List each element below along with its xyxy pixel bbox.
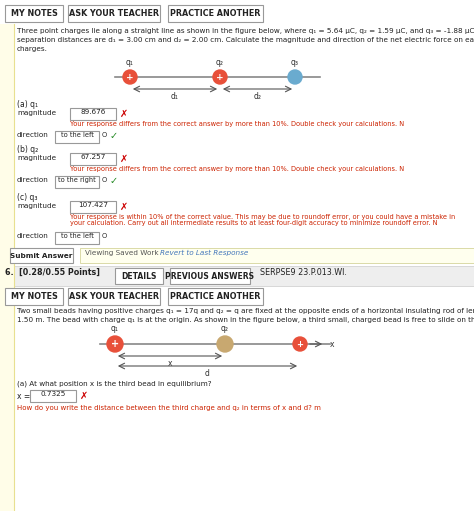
Text: 67.257: 67.257 — [80, 154, 106, 160]
Text: q₁: q₁ — [126, 58, 134, 67]
Text: O: O — [102, 132, 107, 138]
FancyBboxPatch shape — [55, 232, 99, 244]
FancyBboxPatch shape — [70, 108, 116, 120]
Text: 6.  [0.28/0.55 Points]: 6. [0.28/0.55 Points] — [5, 268, 100, 277]
Circle shape — [123, 70, 137, 84]
FancyBboxPatch shape — [0, 266, 14, 511]
Text: Revert to Last Response: Revert to Last Response — [160, 250, 248, 256]
Circle shape — [288, 70, 302, 84]
Text: MY NOTES: MY NOTES — [10, 292, 57, 301]
Text: PRACTICE ANOTHER: PRACTICE ANOTHER — [170, 292, 261, 301]
Text: ✗: ✗ — [120, 154, 128, 164]
Text: charges.: charges. — [17, 46, 48, 52]
Text: (a) q₁: (a) q₁ — [17, 100, 38, 109]
Text: q₃: q₃ — [291, 58, 299, 67]
Text: to the left: to the left — [61, 132, 93, 138]
FancyBboxPatch shape — [0, 266, 474, 286]
Circle shape — [217, 336, 233, 352]
Text: q₁: q₁ — [111, 324, 119, 333]
Text: 1.50 m. The bead with charge q₁ is at the origin. As shown in the figure below, : 1.50 m. The bead with charge q₁ is at th… — [17, 317, 474, 323]
Text: q₂: q₂ — [221, 324, 229, 333]
FancyBboxPatch shape — [30, 390, 76, 402]
Text: x =: x = — [17, 392, 30, 401]
Text: direction: direction — [17, 233, 49, 239]
Text: magnitude: magnitude — [17, 155, 56, 161]
Text: ASK YOUR TEACHER: ASK YOUR TEACHER — [69, 292, 159, 301]
Text: DETAILS: DETAILS — [121, 271, 157, 281]
Text: x: x — [168, 359, 172, 368]
Text: PREVIOUS ANSWERS: PREVIOUS ANSWERS — [165, 271, 255, 281]
Text: O: O — [102, 177, 107, 183]
FancyBboxPatch shape — [168, 5, 263, 22]
Text: (a) At what position x is the third bead in equilibrium?: (a) At what position x is the third bead… — [17, 380, 211, 386]
Text: +: + — [126, 73, 134, 81]
Text: separation distances are d₁ = 3.00 cm and d₂ = 2.00 cm. Calculate the magnitude : separation distances are d₁ = 3.00 cm an… — [17, 37, 474, 43]
Text: 0.7325: 0.7325 — [40, 391, 66, 397]
Text: ✗: ✗ — [120, 202, 128, 212]
Text: d: d — [205, 369, 210, 378]
FancyBboxPatch shape — [168, 288, 263, 305]
Text: O: O — [102, 233, 107, 239]
FancyBboxPatch shape — [115, 268, 163, 284]
Text: (b) q₂: (b) q₂ — [17, 145, 38, 154]
Text: magnitude: magnitude — [17, 110, 56, 116]
Text: x: x — [330, 339, 335, 349]
Text: ✓: ✓ — [110, 176, 118, 186]
Text: q₂: q₂ — [216, 58, 224, 67]
Text: direction: direction — [17, 132, 49, 138]
Text: +: + — [297, 339, 303, 349]
FancyBboxPatch shape — [80, 248, 474, 263]
Text: 89.676: 89.676 — [80, 109, 106, 115]
Text: d₁: d₁ — [171, 92, 179, 101]
Text: Your response differs from the correct answer by more than 10%. Double check you: Your response differs from the correct a… — [70, 166, 404, 172]
Text: ✗: ✗ — [120, 109, 128, 119]
Circle shape — [293, 337, 307, 351]
FancyBboxPatch shape — [5, 5, 63, 22]
FancyBboxPatch shape — [68, 288, 160, 305]
Text: Viewing Saved Work: Viewing Saved Work — [85, 250, 159, 256]
Text: Your response differs from the correct answer by more than 10%. Double check you: Your response differs from the correct a… — [70, 121, 404, 127]
Text: direction: direction — [17, 177, 49, 183]
FancyBboxPatch shape — [68, 5, 160, 22]
Text: +: + — [111, 339, 119, 349]
FancyBboxPatch shape — [70, 153, 116, 165]
Text: to the left: to the left — [61, 233, 93, 239]
FancyBboxPatch shape — [10, 248, 73, 263]
Circle shape — [107, 336, 123, 352]
Text: PRACTICE ANOTHER: PRACTICE ANOTHER — [170, 9, 261, 18]
Text: ✓: ✓ — [110, 131, 118, 141]
Circle shape — [213, 70, 227, 84]
FancyBboxPatch shape — [55, 176, 99, 188]
FancyBboxPatch shape — [0, 24, 14, 312]
Text: Two small beads having positive charges q₁ = 17q and q₂ = q are fixed at the opp: Two small beads having positive charges … — [17, 308, 474, 314]
Text: Three point charges lie along a straight line as shown in the figure below, wher: Three point charges lie along a straight… — [17, 28, 474, 34]
Text: your calculation. Carry out all intermediate results to at least four-digit accu: your calculation. Carry out all intermed… — [70, 220, 438, 226]
FancyBboxPatch shape — [70, 201, 116, 213]
Text: How do you write the distance between the third charge and q₂ in terms of x and : How do you write the distance between th… — [17, 405, 321, 411]
Text: +: + — [216, 73, 224, 81]
FancyBboxPatch shape — [5, 288, 63, 305]
Text: Submit Answer: Submit Answer — [10, 252, 73, 259]
FancyBboxPatch shape — [170, 268, 250, 284]
Text: ✗: ✗ — [80, 391, 88, 401]
Text: SERPSE9 23.P.013.WI.: SERPSE9 23.P.013.WI. — [260, 268, 347, 277]
Text: Your response is within 10% of the correct value. This may be due to roundoff er: Your response is within 10% of the corre… — [70, 214, 455, 220]
Text: to the right: to the right — [58, 177, 96, 183]
Text: 107.427: 107.427 — [78, 202, 108, 208]
Text: magnitude: magnitude — [17, 203, 56, 209]
Text: d₂: d₂ — [254, 92, 262, 101]
Text: (c) q₃: (c) q₃ — [17, 193, 37, 202]
Text: ASK YOUR TEACHER: ASK YOUR TEACHER — [69, 9, 159, 18]
Text: MY NOTES: MY NOTES — [10, 9, 57, 18]
FancyBboxPatch shape — [55, 131, 99, 143]
